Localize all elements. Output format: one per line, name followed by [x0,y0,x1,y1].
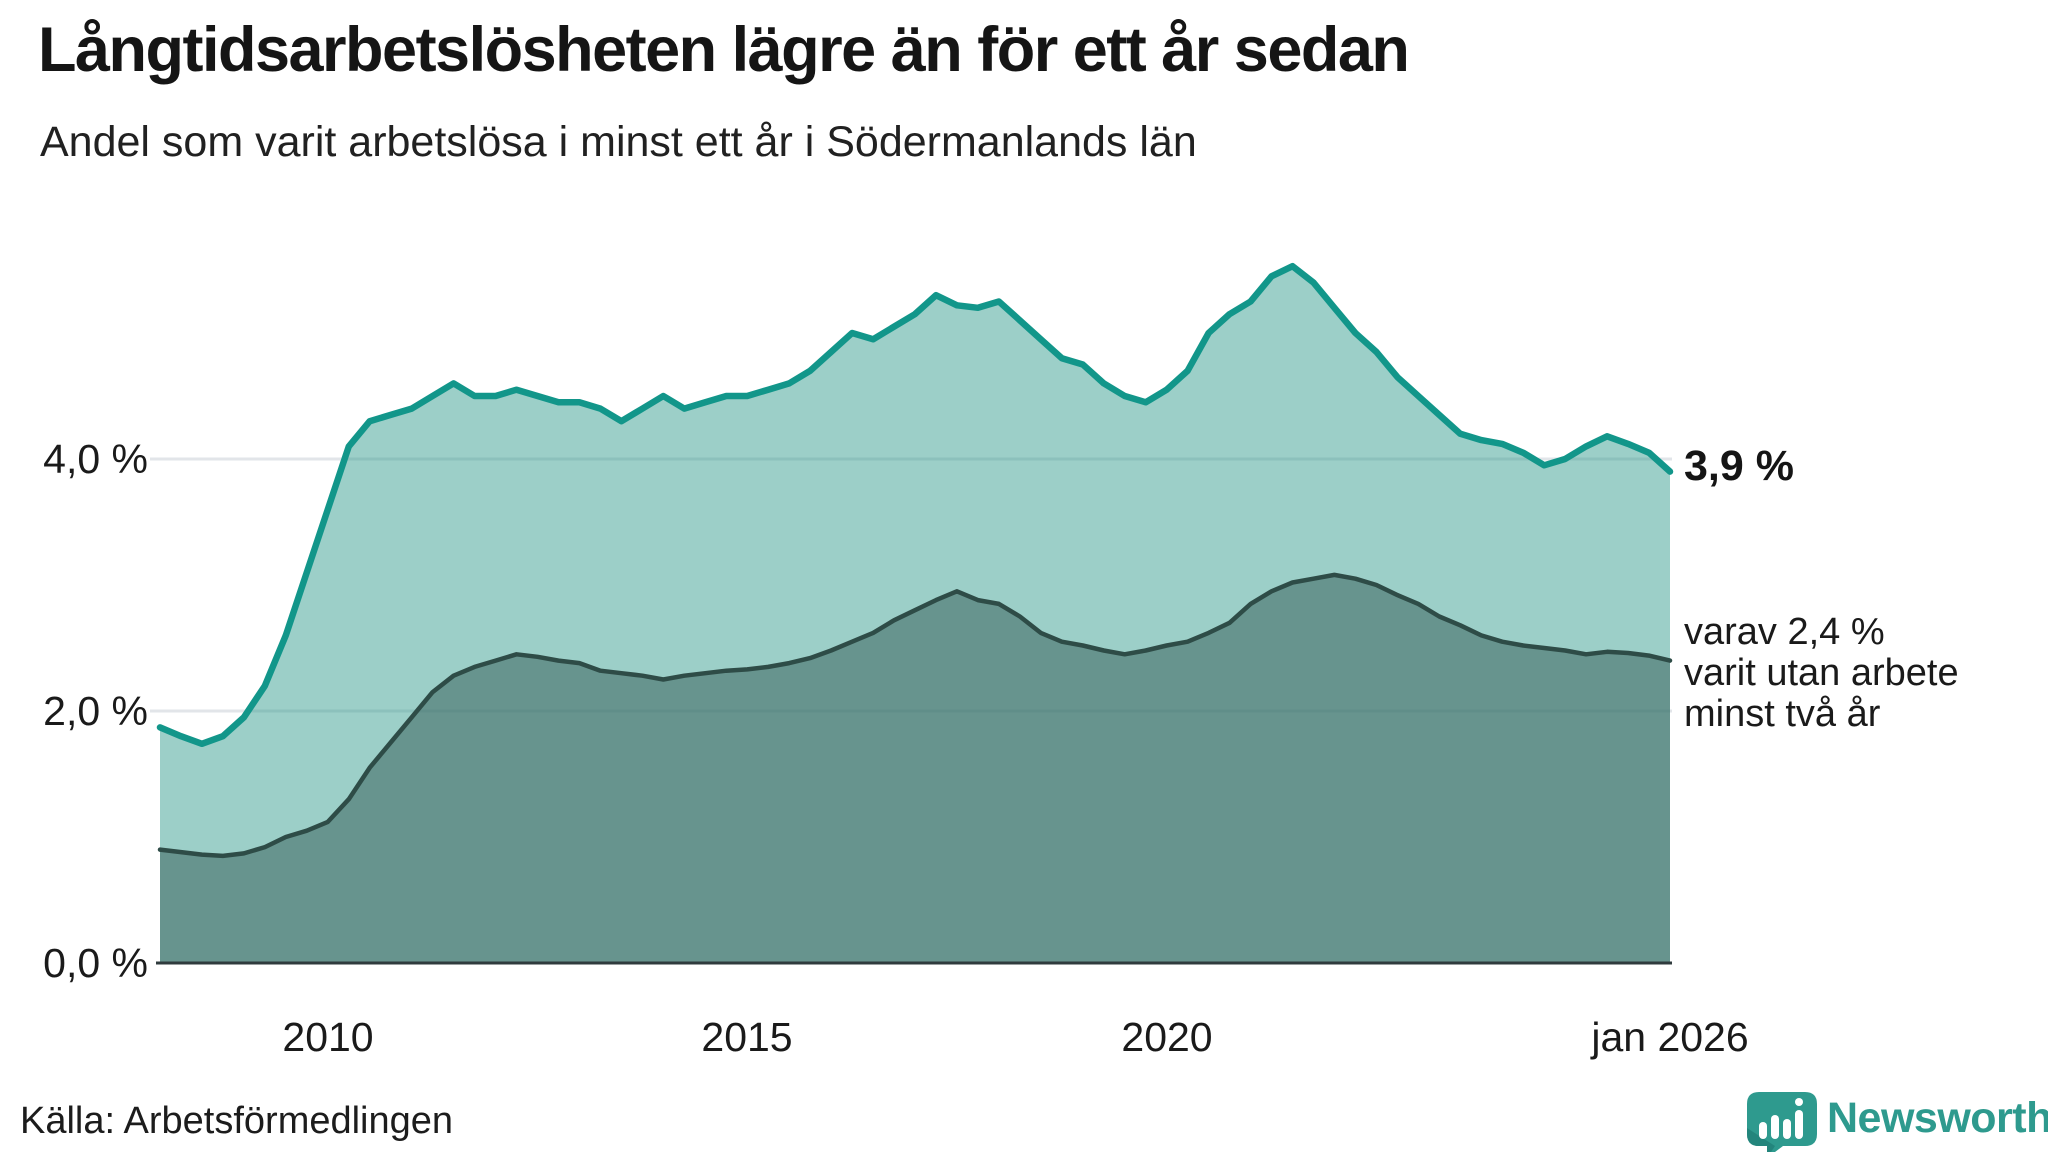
secondary-value-label: varav 2,4 % varit utan arbete minst två … [1684,611,1959,735]
source-caption: Källa: Arbetsförmedlingen [20,1100,454,1142]
page-title: Långtidsarbetslösheten lägre än för ett … [38,15,1410,85]
latest-value-label: 3,9 % [1684,442,1794,490]
line-minst-tva-ar [157,572,1673,859]
x-tick-label: 2010 [282,1014,374,1060]
y-tick-label: 0,0 % [43,940,148,986]
x-tick-label: 2015 [701,1014,793,1060]
line-minst-ett-ar [156,262,1674,748]
y-tick-label: 4,0 % [43,436,148,482]
page-subtitle: Andel som varit arbetslösa i minst ett å… [40,118,1197,166]
y-axis-labels: 4,0 % 2,0 % 0,0 % [0,0,148,1152]
brand-name: Newsworthy [1827,1094,2048,1142]
brand-logo: Newsworthy [1743,1088,2048,1152]
x-tick-label: 2020 [1121,1014,1213,1060]
y-tick-label: 2,0 % [43,688,148,734]
newsworthy-icon [1747,1092,1817,1152]
area-minst-tva-ar [160,574,1670,963]
x-tick-label: jan 2026 [1591,1014,1749,1060]
